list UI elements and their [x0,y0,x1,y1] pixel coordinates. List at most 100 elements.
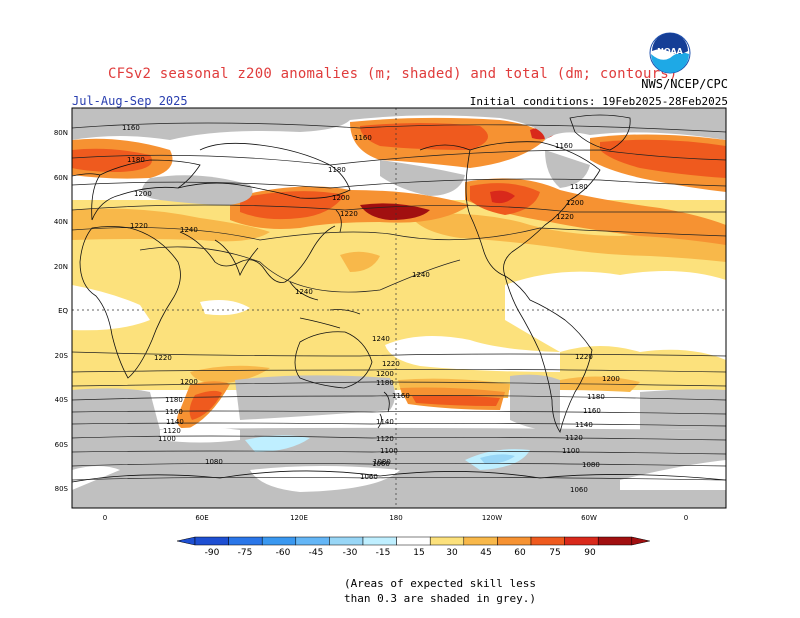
contour-label: 1200 [376,370,394,378]
contour-label: 1240 [180,226,198,234]
longitude-labels: 0 60E 120E 180 120W 60W 0 [103,514,688,522]
colorbar-label: -90 [205,548,220,558]
contour-label: 1220 [575,353,593,361]
lat-label: 40N [54,218,68,226]
colorbar-label: -45 [309,548,324,558]
lat-label: 60N [54,174,68,182]
contour-label: 1240 [412,271,430,279]
contour-label: 1180 [165,396,183,404]
skill-footnote-line2: than 0.3 are shaded in grey.) [343,592,537,605]
lat-label: 80S [55,485,69,493]
contour-label: 1200 [602,375,620,383]
contour-label: 1200 [332,194,350,202]
lon-label: 60E [195,514,208,522]
contour-label: 1100 [158,435,176,443]
colorbar-label: 45 [480,548,491,558]
lat-label: 40S [55,396,69,404]
colorbar-swatch [329,536,364,546]
lat-label: 20S [55,352,69,360]
contour-label: 1220 [382,360,400,368]
contour-lines [72,122,726,481]
map-title: CFSv2 seasonal z200 anomalies (m; shaded… [108,66,678,82]
colorbar-label: -15 [376,548,391,558]
colorbar-swatch [396,536,431,546]
lon-label: 120E [290,514,308,522]
skill-footnote-line1: (Areas of expected skill less [343,577,537,590]
contour-label: 1200 [180,378,198,386]
contour-label: 1220 [130,222,148,230]
colorbar-label: 75 [549,548,560,558]
colorbar-labels: -90 -75 -60 -45 -30 -15 15 30 45 60 75 9… [205,548,596,558]
colorbar-swatch [194,536,229,546]
contour-label: 1140 [376,418,394,426]
colorbar-swatch [564,536,599,546]
colorbar-label: 60 [514,548,526,558]
contour-label: 1100 [380,447,398,455]
colorbar-swatch [362,536,397,546]
lon-label: 180 [389,514,402,522]
contour-labels: 1160 1180 1200 1220 1240 1160 1180 1200 … [122,124,620,494]
colorbar-swatch [597,536,633,546]
colorbar-swatch [429,536,465,546]
contour-label: 1120 [565,434,583,442]
colorbar-label: 15 [413,548,424,558]
contour-label: 1220 [556,213,574,221]
season-label: Jul-Aug-Sep 2025 [72,94,188,108]
lon-label: 120W [482,514,502,522]
colorbar-arrow-left [176,536,196,546]
colorbar-label: -60 [276,548,291,558]
lon-label: 0 [103,514,107,522]
contour-label: 1160 [555,142,573,150]
colorbar-label: 30 [446,548,458,558]
contour-label: 1160 [122,124,140,132]
colorbar-swatch [228,536,263,546]
contour-label: 1120 [163,427,181,435]
contour-label: 1220 [340,210,358,218]
latitude-labels: 80N 60N 40N 20N EQ 20S 40S 60S 80S [54,129,69,493]
contour-label: 1080 [582,461,600,469]
contour-label: 1060 [570,486,588,494]
contour-label: 1220 [154,354,172,362]
colorbar-label: 90 [584,548,596,558]
contour-label: 1180 [376,379,394,387]
initial-conditions-label: Initial conditions: 19Feb2025-28Feb2025 [469,95,728,108]
contour-label: 1160 [583,407,601,415]
contour-label: 1160 [392,392,410,400]
colorbar-label: -30 [343,548,358,558]
contour-label: 1080 [205,458,223,466]
contour-label: 1240 [372,335,390,343]
contour-label: 1140 [166,418,184,426]
contour-label: 1200 [566,199,584,207]
contour-label: 1180 [570,183,588,191]
contour-label: 1240 [295,288,313,296]
skill-footnote: (Areas of expected skill less than 0.3 a… [330,576,550,606]
lon-label: 60W [581,514,597,522]
contour-label: 1060 [360,473,378,481]
contour-label: 1120 [376,435,394,443]
colorbar [176,536,650,546]
agency-label: NWS/NCEP/CPC [641,77,728,91]
contour-label: 1160 [165,408,183,416]
contour-label: 1180 [127,156,145,164]
lat-label: EQ [58,307,68,315]
contour-label: 1160 [354,134,372,142]
contour-label: 1180 [587,393,605,401]
colorbar-swatch [261,536,297,546]
colorbar-arrow-right [631,536,650,546]
lat-label: 20N [54,263,68,271]
lat-label: 80N [54,129,68,137]
noaa-logo-text: NOAA [657,47,683,56]
contour-label: 1060 [372,460,390,468]
map-field: 1160 1180 1200 1220 1240 1160 1180 1200 … [72,108,726,508]
contour-label: 1100 [562,447,580,455]
colorbar-swatch [295,536,330,546]
dotted-gridlines [72,108,726,508]
contour-label: 1200 [134,190,152,198]
lat-label: 60S [55,441,69,449]
contour-label: 1180 [328,166,346,174]
contour-label: 1140 [575,421,593,429]
map-frame [71,107,727,509]
colorbar-swatch [463,536,498,546]
colorbar-swatch [497,536,532,546]
